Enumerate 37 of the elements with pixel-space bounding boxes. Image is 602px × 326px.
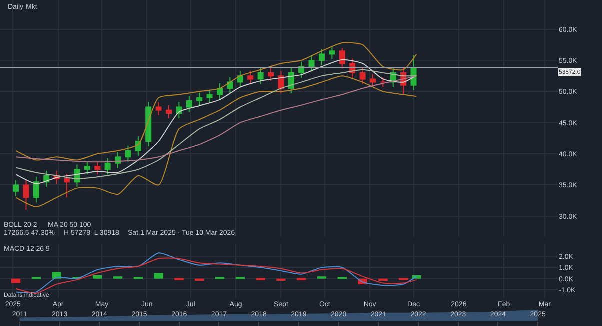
candlestick xyxy=(268,67,274,82)
candlestick xyxy=(23,180,30,211)
bar xyxy=(154,273,164,279)
bar xyxy=(276,278,286,282)
candlestick xyxy=(278,70,284,94)
candlestick xyxy=(360,67,366,85)
candlestick xyxy=(125,145,132,163)
line-series xyxy=(16,76,418,208)
candlestick xyxy=(237,70,244,88)
candlestick xyxy=(33,176,40,204)
candlestick xyxy=(104,158,111,176)
candlestick xyxy=(380,76,386,88)
candlestick xyxy=(196,92,203,106)
line-series xyxy=(16,42,418,161)
candlestick xyxy=(206,89,213,104)
candlestick xyxy=(370,74,376,88)
candlestick xyxy=(248,70,254,85)
candlestick xyxy=(308,54,315,72)
bar xyxy=(378,278,388,282)
candlestick xyxy=(166,104,172,119)
bar xyxy=(93,275,102,279)
candlestick xyxy=(94,161,101,176)
candlestick xyxy=(227,76,234,94)
candlestick xyxy=(64,173,70,198)
candlestick xyxy=(186,96,192,113)
candlestick xyxy=(258,67,264,85)
candlestick xyxy=(339,48,346,70)
candlestick xyxy=(176,102,182,119)
candlestick xyxy=(156,102,162,116)
candlestick xyxy=(318,48,325,66)
line-series xyxy=(16,76,418,163)
bar xyxy=(11,278,21,284)
candlestick xyxy=(13,180,20,197)
candlestick xyxy=(217,83,223,100)
candlestick xyxy=(329,46,336,60)
candlestick xyxy=(84,161,90,176)
candlestick xyxy=(146,102,152,148)
